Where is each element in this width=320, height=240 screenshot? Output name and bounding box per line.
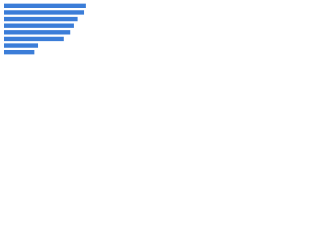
- bar: [4, 43, 39, 48]
- bar: [4, 10, 85, 15]
- bar: [4, 50, 35, 55]
- bar: [4, 16, 78, 22]
- chart: [4, 3, 86, 55]
- bar: [4, 30, 71, 35]
- bar: [4, 23, 74, 28]
- bar: [4, 3, 86, 8]
- bar: [4, 36, 64, 42]
